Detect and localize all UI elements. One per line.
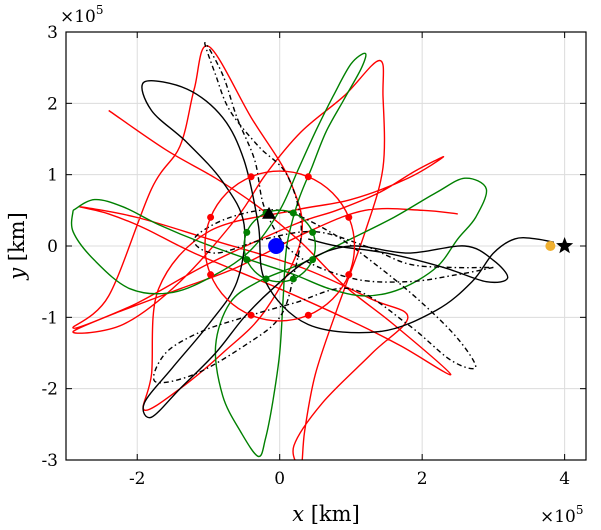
- series-layer: [70, 42, 555, 460]
- orbit-dot: [207, 271, 215, 279]
- x-multiplier: ×105: [540, 503, 584, 527]
- y-tick-label: 1: [47, 166, 58, 186]
- y-tick-label: 2: [47, 94, 58, 114]
- start-triangle-marker: [262, 206, 277, 219]
- orbit-dot: [247, 173, 255, 181]
- x-tick-label: -2: [129, 469, 146, 489]
- orbit-dot: [309, 256, 317, 264]
- orbit-dot: [247, 311, 255, 319]
- y-tick-label: -2: [41, 380, 58, 400]
- moon-marker: [545, 241, 556, 251]
- orbit-dot: [262, 275, 270, 283]
- orbit-dot: [207, 213, 215, 221]
- orbit-dot: [304, 311, 312, 319]
- ticks: -2 0 2 4 -3 -2 -1 0 1 2 3: [41, 23, 586, 489]
- y-tick-label: 0: [47, 237, 58, 257]
- y-axis-label: y [km]: [5, 212, 29, 281]
- x-tick-label: 2: [417, 469, 428, 489]
- orbit-dot: [289, 275, 297, 283]
- circular-orbit-2: [204, 170, 356, 322]
- trajectory-line-2: [70, 52, 488, 458]
- trajectory-line-4: [152, 42, 494, 384]
- orbit-dot: [345, 213, 353, 221]
- orbit-dot: [243, 228, 251, 236]
- y-multiplier: ×105: [60, 3, 104, 27]
- central-body-marker: [268, 238, 285, 254]
- x-tick-label: 4: [559, 469, 570, 489]
- y-tick-label: -3: [41, 451, 58, 471]
- orbit-dot: [345, 271, 353, 279]
- orbit-dot: [243, 256, 251, 264]
- orbit-dot: [304, 173, 312, 181]
- y-tick-label: -1: [41, 308, 58, 328]
- orbit-dot: [289, 209, 297, 217]
- trajectory-line-3: [141, 80, 555, 419]
- marker-layer: [262, 206, 574, 254]
- y-tick-label: 3: [47, 23, 58, 43]
- target-star-marker: [556, 237, 574, 254]
- circular-orbit-1: [243, 209, 317, 283]
- x-axis-label: x [km]: [292, 502, 360, 526]
- x-tick-label: 0: [274, 469, 285, 489]
- orbit-dot: [309, 228, 317, 236]
